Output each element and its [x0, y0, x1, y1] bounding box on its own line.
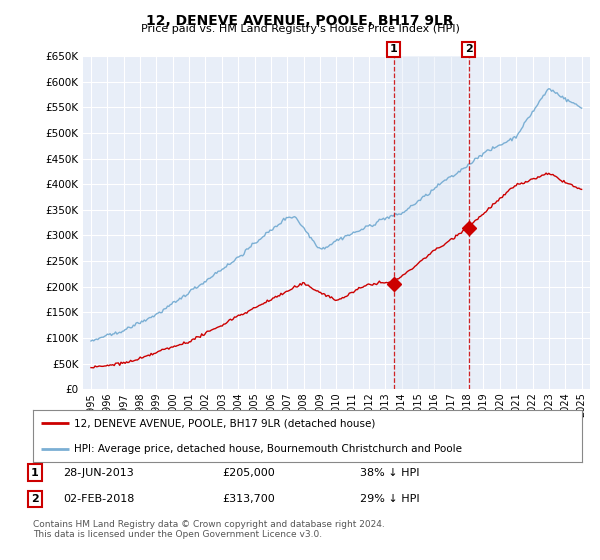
Text: 02-FEB-2018: 02-FEB-2018	[63, 494, 134, 504]
Text: 12, DENEVE AVENUE, POOLE, BH17 9LR: 12, DENEVE AVENUE, POOLE, BH17 9LR	[146, 14, 454, 28]
Text: 2: 2	[31, 494, 38, 504]
Text: Contains HM Land Registry data © Crown copyright and database right 2024.
This d: Contains HM Land Registry data © Crown c…	[33, 520, 385, 539]
Bar	[394, 56, 469, 389]
Text: 1: 1	[389, 44, 397, 54]
Text: 29% ↓ HPI: 29% ↓ HPI	[360, 494, 419, 504]
Text: £205,000: £205,000	[222, 468, 275, 478]
Text: 28-JUN-2013: 28-JUN-2013	[63, 468, 134, 478]
Text: 1: 1	[31, 468, 38, 478]
Text: HPI: Average price, detached house, Bournemouth Christchurch and Poole: HPI: Average price, detached house, Bour…	[74, 444, 462, 454]
Text: 12, DENEVE AVENUE, POOLE, BH17 9LR (detached house): 12, DENEVE AVENUE, POOLE, BH17 9LR (deta…	[74, 418, 376, 428]
Text: 38% ↓ HPI: 38% ↓ HPI	[360, 468, 419, 478]
Text: £313,700: £313,700	[222, 494, 275, 504]
Text: 2: 2	[465, 44, 473, 54]
Text: Price paid vs. HM Land Registry's House Price Index (HPI): Price paid vs. HM Land Registry's House …	[140, 24, 460, 34]
